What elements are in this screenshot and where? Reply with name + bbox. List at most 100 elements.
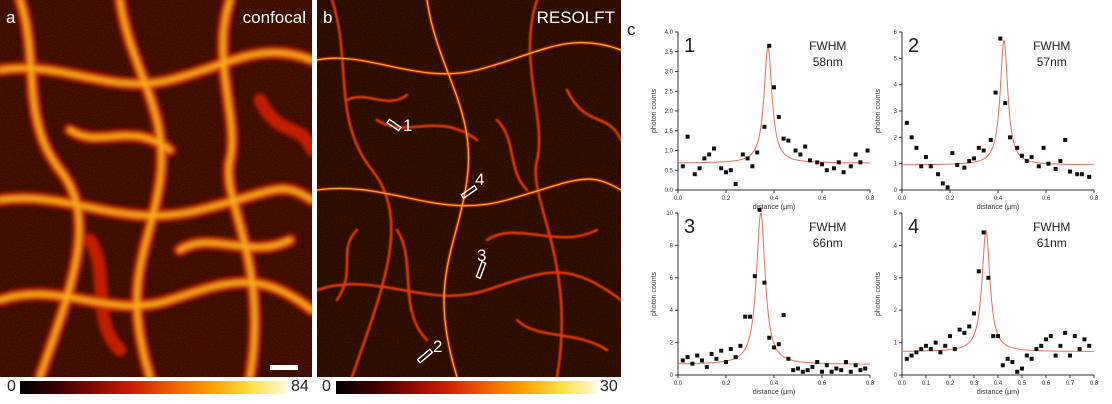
roi-marker-1: 1	[403, 116, 413, 135]
data-point	[991, 334, 996, 339]
data-point	[695, 353, 700, 358]
data-point	[781, 136, 786, 141]
data-point	[981, 230, 986, 235]
data-point	[1010, 360, 1015, 365]
data-point	[796, 366, 800, 371]
confocal-colorbar-max: 84	[291, 378, 309, 395]
data-point	[762, 280, 767, 285]
data-point	[709, 351, 714, 356]
data-point	[962, 330, 967, 335]
data-point	[1080, 172, 1084, 177]
y-tick-label: 2	[894, 135, 898, 141]
y-tick-label: 0.5	[665, 168, 674, 174]
data-point	[712, 146, 716, 151]
data-point	[839, 368, 844, 373]
data-point	[933, 340, 938, 345]
data-point	[803, 144, 808, 149]
x-tick-label: 0.8	[866, 196, 875, 202]
data-point	[1024, 353, 1029, 358]
y-tick-label: 2	[670, 341, 674, 347]
data-point	[805, 368, 810, 373]
y-tick-label: 6	[894, 30, 898, 36]
data-point	[820, 369, 824, 374]
data-point	[738, 343, 743, 348]
profile-plot-4: 0.0 0.1 0.2 0.3 0.4 0.5 0.6 0.7 0.8 0 1 2 3 4 5 distanc…	[872, 205, 1102, 399]
roi-marker-4: 4	[475, 170, 485, 189]
data-point	[1058, 343, 1063, 348]
x-tick-label: 0.4	[994, 381, 1003, 387]
plot-svg-1: 0.0 0.2 0.4 0.6 0.8 0.0 0.5 1.0 1.5 2.0 2.5 3.0 3.5 4…	[651, 30, 875, 211]
data-point	[786, 356, 791, 361]
y-tick-label: 4	[894, 243, 898, 249]
data-point	[1058, 159, 1063, 164]
y-tick-label: 3	[894, 109, 898, 115]
x-tick-label: 0.8	[866, 381, 875, 387]
resolft-colorbar-min: 0	[322, 378, 331, 395]
data-point	[919, 347, 924, 352]
data-point	[1068, 353, 1072, 358]
data-point	[853, 152, 858, 157]
data-point	[800, 369, 805, 374]
data-point	[988, 137, 993, 142]
data-point	[943, 343, 948, 348]
profile-id: 2	[908, 35, 919, 57]
x-tick-label: 0.6	[1042, 381, 1051, 387]
data-point	[998, 36, 1003, 41]
confocal-colorbar	[20, 381, 288, 394]
data-point	[863, 366, 868, 371]
fwhm-label: FWHM	[809, 39, 846, 53]
x-tick-label: 0.6	[818, 196, 827, 202]
y-tick-label: 2	[894, 308, 898, 314]
data-point	[815, 160, 820, 165]
plot-svg-3: 0.0 0.2 0.4 0.6 0.8 0 2 4 6 8 10 distance (µm) photo…	[651, 207, 875, 396]
data-point	[1087, 343, 1092, 348]
data-point	[976, 145, 981, 150]
data-point	[1015, 145, 1020, 150]
data-point	[936, 172, 940, 177]
y-tick-label: 10	[666, 211, 673, 217]
data-point	[772, 345, 776, 350]
data-point	[924, 343, 928, 348]
scale-bar	[270, 365, 298, 370]
data-point	[719, 348, 724, 353]
data-point	[772, 85, 776, 90]
data-point	[743, 314, 748, 319]
x-axis-label: distance (µm)	[753, 389, 796, 396]
data-point	[704, 364, 709, 369]
x-tick-label: 0.5	[1018, 381, 1027, 387]
data-point	[1029, 155, 1034, 160]
data-point	[755, 150, 760, 155]
y-tick-label: 1.0	[665, 149, 674, 155]
data-point	[690, 361, 695, 366]
data-point	[762, 124, 767, 129]
data-point	[962, 165, 967, 170]
y-tick-label: 0	[894, 373, 898, 379]
data-point	[1075, 172, 1080, 177]
confocal-image	[0, 0, 312, 377]
y-tick-label: 4	[894, 83, 898, 89]
panel-b-title: RESOLFT	[536, 8, 615, 27]
data-point	[1020, 366, 1024, 371]
data-point	[858, 368, 863, 373]
data-point	[1063, 137, 1068, 142]
data-point	[750, 164, 755, 169]
data-point	[719, 166, 724, 171]
data-point	[757, 207, 762, 212]
data-point	[728, 347, 733, 352]
fwhm-value: 61nm	[1037, 236, 1067, 250]
data-point	[904, 120, 909, 125]
data-point	[815, 360, 820, 365]
data-point	[781, 313, 786, 318]
data-point	[820, 162, 824, 167]
data-point	[1024, 159, 1029, 164]
data-point	[700, 358, 704, 363]
x-tick-label: 0.3	[970, 381, 979, 387]
data-point	[834, 366, 839, 371]
data-point	[986, 275, 991, 280]
data-point	[733, 182, 738, 187]
fit-curve	[902, 40, 1094, 166]
x-tick-label: 0.4	[994, 196, 1003, 202]
data-point	[767, 335, 772, 340]
data-point	[745, 156, 750, 161]
data-point	[1053, 166, 1058, 171]
